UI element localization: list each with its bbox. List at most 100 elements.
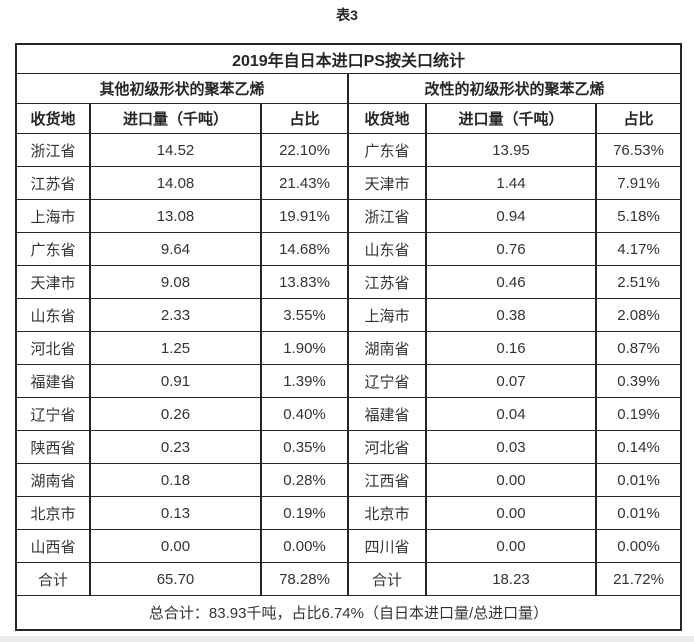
share-cell-right: 0.01%: [594, 463, 683, 497]
share-cell-right: 2.51%: [594, 265, 683, 299]
region-cell-right: 广东省: [347, 133, 427, 167]
volume-cell-right: 0.03: [425, 430, 597, 464]
total-row: 合计 65.70 78.28% 合计 18.23 21.72%: [15, 562, 683, 596]
region-cell-left: 辽宁省: [15, 397, 91, 431]
share-cell-left: 0.28%: [260, 463, 349, 497]
col-header-share-right: 占比: [594, 103, 683, 134]
share-cell-left: 0.35%: [260, 430, 349, 464]
share-cell-left: 3.55%: [260, 298, 349, 332]
volume-cell-right: 0.94: [425, 199, 597, 233]
share-cell-right: 4.17%: [594, 232, 683, 266]
share-cell-right: 5.18%: [594, 199, 683, 233]
region-cell-right: 上海市: [347, 298, 427, 332]
region-cell-right: 福建省: [347, 397, 427, 431]
region-cell-left: 天津市: [15, 265, 91, 299]
table-row: 山东省 2.33 3.55% 上海市 0.38 2.08%: [15, 298, 683, 332]
region-cell-right: 江苏省: [347, 265, 427, 299]
volume-cell-left: 0.18: [89, 463, 262, 497]
volume-cell-left: 0.91: [89, 364, 262, 398]
region-cell-right: 辽宁省: [347, 364, 427, 398]
table-row: 河北省 1.25 1.90% 湖南省 0.16 0.87%: [15, 331, 683, 365]
page-bottom-edge: [0, 636, 694, 642]
region-cell-left: 湖南省: [15, 463, 91, 497]
region-cell-right: 江西省: [347, 463, 427, 497]
share-cell-left: 0.40%: [260, 397, 349, 431]
share-cell-right: 0.00%: [594, 529, 683, 563]
share-cell-left: 0.19%: [260, 496, 349, 530]
group-header-modified-ps: 改性的初级形状的聚苯乙烯: [346, 73, 683, 104]
table-row: 上海市 13.08 19.91% 浙江省 0.94 5.18%: [15, 199, 683, 233]
share-cell-right: 0.87%: [594, 331, 683, 365]
table-title: 2019年自日本进口PS按关口统计: [14, 43, 683, 74]
region-cell-left: 浙江省: [15, 133, 91, 167]
share-cell-right: 0.39%: [594, 364, 683, 398]
volume-cell-left: 13.08: [89, 199, 262, 233]
volume-cell-left: 14.08: [89, 166, 262, 200]
region-cell-right: 北京市: [347, 496, 427, 530]
volume-cell-left: 0.13: [89, 496, 262, 530]
share-cell-right: 76.53%: [594, 133, 683, 167]
volume-cell-right: 18.23: [425, 562, 597, 596]
grand-total-row: 总合计：83.93千吨，占比6.74%（自日本进口量/总进口量）: [14, 595, 683, 631]
volume-cell-right: 1.44: [425, 166, 597, 200]
table-row: 陕西省 0.23 0.35% 河北省 0.03 0.14%: [15, 430, 683, 464]
share-cell-right: 21.72%: [594, 562, 683, 596]
volume-cell-left: 0.23: [89, 430, 262, 464]
share-cell-right: 0.19%: [594, 397, 683, 431]
volume-cell-left: 1.25: [89, 331, 262, 365]
region-cell-right: 合计: [347, 562, 427, 596]
share-cell-left: 14.68%: [260, 232, 349, 266]
region-cell-left: 山东省: [15, 298, 91, 332]
col-header-region-right: 收货地: [347, 103, 427, 134]
table-row: 福建省 0.91 1.39% 辽宁省 0.07 0.39%: [15, 364, 683, 398]
region-cell-left: 合计: [15, 562, 91, 596]
volume-cell-left: 0.26: [89, 397, 262, 431]
col-header-share-left: 占比: [260, 103, 349, 134]
volume-cell-right: 0.00: [425, 463, 597, 497]
volume-cell-left: 2.33: [89, 298, 262, 332]
volume-cell-right: 0.07: [425, 364, 597, 398]
volume-cell-left: 9.08: [89, 265, 262, 299]
volume-cell-right: 0.38: [425, 298, 597, 332]
share-cell-right: 0.01%: [594, 496, 683, 530]
table-caption: 表3: [336, 7, 358, 23]
grand-total-text: 总合计：83.93千吨，占比6.74%（自日本进口量/总进口量）: [14, 595, 683, 631]
table-row: 北京市 0.13 0.19% 北京市 0.00 0.01%: [15, 496, 683, 530]
volume-cell-right: 0.46: [425, 265, 597, 299]
region-cell-left: 陕西省: [15, 430, 91, 464]
volume-cell-right: 13.95: [425, 133, 597, 167]
share-cell-left: 22.10%: [260, 133, 349, 167]
region-cell-left: 北京市: [15, 496, 91, 530]
region-cell-right: 湖南省: [347, 331, 427, 365]
share-cell-right: 2.08%: [594, 298, 683, 332]
table-row: 辽宁省 0.26 0.40% 福建省 0.04 0.19%: [15, 397, 683, 431]
region-cell-left: 江苏省: [15, 166, 91, 200]
region-cell-right: 山东省: [347, 232, 427, 266]
volume-cell-right: 0.16: [425, 331, 597, 365]
volume-cell-left: 14.52: [89, 133, 262, 167]
region-cell-left: 广东省: [15, 232, 91, 266]
share-cell-right: 7.91%: [594, 166, 683, 200]
share-cell-left: 1.39%: [260, 364, 349, 398]
volume-cell-left: 65.70: [89, 562, 262, 596]
col-header-region-left: 收货地: [15, 103, 91, 134]
table-row: 天津市 9.08 13.83% 江苏省 0.46 2.51%: [15, 265, 683, 299]
share-cell-left: 0.00%: [260, 529, 349, 563]
table-title-row: 2019年自日本进口PS按关口统计: [14, 43, 683, 74]
share-cell-right: 0.14%: [594, 430, 683, 464]
region-cell-left: 上海市: [15, 199, 91, 233]
table-row: 浙江省 14.52 22.10% 广东省 13.95 76.53%: [15, 133, 683, 167]
group-header-row: 其他初级形状的聚苯乙烯 改性的初级形状的聚苯乙烯: [15, 73, 683, 104]
region-cell-left: 山西省: [15, 529, 91, 563]
region-cell-right: 天津市: [347, 166, 427, 200]
share-cell-left: 13.83%: [260, 265, 349, 299]
group-header-other-ps: 其他初级形状的聚苯乙烯: [15, 73, 349, 104]
ps-import-stats-table: 2019年自日本进口PS按关口统计 其他初级形状的聚苯乙烯 改性的初级形状的聚苯…: [14, 43, 683, 631]
volume-cell-right: 0.04: [425, 397, 597, 431]
volume-cell-left: 0.00: [89, 529, 262, 563]
col-header-volume-left: 进口量（千吨）: [89, 103, 262, 134]
share-cell-left: 1.90%: [260, 331, 349, 365]
column-header-row: 收货地 进口量（千吨） 占比 收货地 进口量（千吨） 占比: [15, 103, 683, 134]
share-cell-left: 21.43%: [260, 166, 349, 200]
region-cell-right: 河北省: [347, 430, 427, 464]
